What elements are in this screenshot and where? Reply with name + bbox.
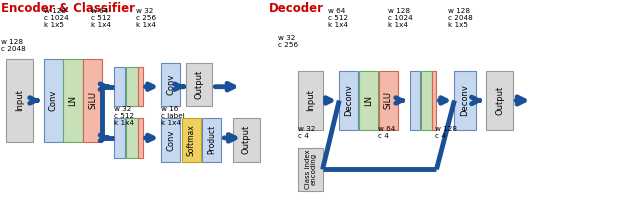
Text: Conv: Conv <box>49 90 58 111</box>
Text: Product: Product <box>207 125 216 154</box>
FancyBboxPatch shape <box>138 67 143 106</box>
FancyBboxPatch shape <box>6 59 33 142</box>
FancyBboxPatch shape <box>410 71 420 130</box>
FancyBboxPatch shape <box>298 148 323 191</box>
Text: Conv: Conv <box>166 129 175 151</box>
FancyBboxPatch shape <box>83 59 102 142</box>
FancyBboxPatch shape <box>161 118 180 162</box>
Text: Input: Input <box>306 89 315 112</box>
Text: Decoder: Decoder <box>269 2 324 15</box>
FancyBboxPatch shape <box>486 71 513 130</box>
Text: Conv: Conv <box>166 74 175 95</box>
FancyBboxPatch shape <box>138 118 143 158</box>
Text: w 64
c 4: w 64 c 4 <box>378 126 395 139</box>
FancyBboxPatch shape <box>421 71 432 130</box>
Text: w 128
c 1024
k 1x4: w 128 c 1024 k 1x4 <box>388 8 413 28</box>
Text: w 128
c 4: w 128 c 4 <box>435 126 457 139</box>
Text: w 32
c 512
k 1x4: w 32 c 512 k 1x4 <box>114 106 134 126</box>
Text: w 16
c label
k 1x4: w 16 c label k 1x4 <box>161 106 185 126</box>
FancyBboxPatch shape <box>454 71 476 130</box>
FancyBboxPatch shape <box>114 118 125 158</box>
FancyBboxPatch shape <box>126 118 138 158</box>
Text: w 128
c 2048
k 1x5: w 128 c 2048 k 1x5 <box>448 8 473 28</box>
FancyBboxPatch shape <box>298 71 323 130</box>
Text: w 64
c 512
k 1x4: w 64 c 512 k 1x4 <box>328 8 348 28</box>
Text: SiLU: SiLU <box>384 91 393 110</box>
FancyBboxPatch shape <box>186 63 212 106</box>
Text: Deconv: Deconv <box>460 85 470 116</box>
Text: Output: Output <box>242 125 251 154</box>
FancyBboxPatch shape <box>432 71 436 130</box>
FancyBboxPatch shape <box>379 71 398 130</box>
Text: w 32
c 256
k 1x4: w 32 c 256 k 1x4 <box>136 8 156 28</box>
Text: Output: Output <box>495 86 504 115</box>
FancyBboxPatch shape <box>339 71 358 130</box>
Text: LN: LN <box>68 95 77 106</box>
Text: w 32
c 256: w 32 c 256 <box>278 35 298 48</box>
FancyBboxPatch shape <box>161 63 180 106</box>
FancyBboxPatch shape <box>114 67 125 106</box>
Text: SiLU: SiLU <box>88 91 97 110</box>
Text: Input: Input <box>15 89 24 112</box>
Text: Class index
encoding: Class index encoding <box>305 150 316 189</box>
Text: Encoder & Classifier: Encoder & Classifier <box>1 2 135 15</box>
FancyBboxPatch shape <box>202 118 221 162</box>
Text: LN: LN <box>364 95 373 106</box>
Text: Deconv: Deconv <box>344 85 353 116</box>
Text: w 64
c 512
k 1x4: w 64 c 512 k 1x4 <box>91 8 111 28</box>
FancyBboxPatch shape <box>63 59 83 142</box>
Text: Output: Output <box>195 70 204 99</box>
FancyBboxPatch shape <box>44 59 63 142</box>
Text: w 32
c 4: w 32 c 4 <box>298 126 316 139</box>
Text: w 128
c 1024
k 1x5: w 128 c 1024 k 1x5 <box>44 8 68 28</box>
Text: w 128
c 2048: w 128 c 2048 <box>1 39 26 52</box>
FancyBboxPatch shape <box>359 71 378 130</box>
Text: Softmax: Softmax <box>187 124 196 156</box>
FancyBboxPatch shape <box>126 67 138 106</box>
FancyBboxPatch shape <box>182 118 201 162</box>
FancyBboxPatch shape <box>233 118 260 162</box>
